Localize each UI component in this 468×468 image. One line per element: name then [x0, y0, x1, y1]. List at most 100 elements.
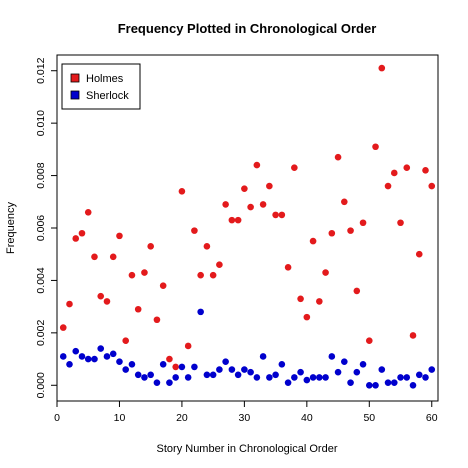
data-point-holmes — [147, 243, 154, 250]
data-point-sherlock — [72, 347, 80, 355]
data-point-sherlock — [184, 374, 192, 381]
data-point-sherlock — [272, 371, 279, 379]
data-point-sherlock — [253, 374, 261, 381]
data-point-sherlock — [397, 374, 404, 381]
data-point-sherlock — [328, 353, 336, 360]
data-point-holmes — [353, 287, 361, 295]
data-point-holmes — [266, 182, 273, 190]
data-point-sherlock — [178, 363, 186, 371]
data-point-holmes — [378, 64, 386, 72]
data-point-sherlock — [278, 361, 286, 368]
legend-swatch-holmes — [70, 73, 80, 83]
data-point-holmes — [103, 298, 111, 305]
data-point-holmes — [166, 355, 173, 363]
data-point-holmes — [422, 167, 429, 174]
data-point-holmes — [209, 271, 217, 279]
data-point-sherlock — [216, 366, 223, 373]
data-point-holmes — [253, 161, 261, 169]
data-point-holmes — [222, 201, 229, 208]
y-tick-label: 0.000 — [35, 372, 47, 398]
y-tick-label: 0.008 — [35, 162, 47, 188]
data-point-holmes — [309, 237, 317, 245]
data-point-holmes — [359, 219, 367, 227]
data-point-sherlock — [97, 345, 105, 352]
data-point-holmes — [341, 198, 348, 206]
data-point-holmes — [216, 261, 223, 268]
data-point-sherlock — [172, 374, 179, 381]
data-point-sherlock — [309, 374, 317, 381]
data-point-sherlock — [259, 353, 267, 360]
data-point-holmes — [347, 227, 354, 234]
y-tick-label: 0.004 — [35, 267, 47, 293]
data-point-sherlock — [91, 355, 98, 363]
data-point-sherlock — [59, 353, 67, 360]
data-point-holmes — [234, 216, 242, 224]
data-point-sherlock — [234, 371, 242, 379]
x-tick-label: 10 — [114, 412, 126, 424]
data-point-holmes — [241, 185, 248, 192]
data-point-sherlock — [78, 353, 86, 360]
data-point-holmes — [66, 300, 73, 308]
data-point-holmes — [322, 269, 329, 276]
x-tick-label: 40 — [301, 412, 313, 424]
data-point-sherlock — [390, 379, 398, 386]
data-point-sherlock — [266, 374, 273, 381]
data-point-sherlock — [166, 379, 173, 386]
x-axis-label: Story Number in Chronological Order — [157, 443, 338, 455]
data-point-holmes — [372, 143, 379, 151]
data-point-sherlock — [147, 371, 154, 379]
data-point-sherlock — [365, 381, 373, 389]
data-point-sherlock — [415, 371, 423, 379]
data-point-holmes — [91, 253, 98, 261]
data-point-holmes — [141, 269, 148, 276]
data-point-holmes — [191, 227, 198, 234]
data-point-sherlock — [297, 368, 304, 376]
data-point-sherlock — [247, 368, 254, 376]
data-point-sherlock — [372, 381, 379, 389]
data-point-holmes — [109, 253, 117, 261]
data-point-sherlock — [153, 379, 161, 386]
y-tick-label: 0.010 — [35, 110, 47, 136]
data-point-holmes — [390, 169, 398, 177]
data-point-holmes — [203, 243, 211, 250]
data-point-sherlock — [134, 371, 142, 379]
y-tick-label: 0.006 — [35, 215, 47, 241]
data-point-sherlock — [222, 358, 229, 365]
data-point-holmes — [291, 164, 298, 172]
data-point-holmes — [428, 182, 436, 190]
data-point-sherlock — [66, 361, 73, 368]
data-point-holmes — [247, 203, 254, 211]
y-tick-label: 0.002 — [35, 320, 47, 346]
x-axis: 0 10 20 30 40 50 60 — [54, 400, 438, 424]
data-point-sherlock — [353, 368, 361, 376]
data-point-holmes — [259, 201, 267, 208]
data-point-sherlock — [403, 374, 411, 381]
data-point-holmes — [84, 208, 92, 216]
legend: Holmes Sherlock — [61, 63, 141, 110]
data-point-holmes — [409, 332, 417, 339]
data-point-holmes — [97, 292, 105, 300]
data-point-holmes — [415, 250, 423, 258]
data-point-sherlock — [109, 350, 117, 358]
data-point-sherlock — [128, 361, 136, 368]
legend-label-sherlock: Sherlock — [86, 90, 129, 102]
data-point-holmes — [59, 324, 67, 331]
data-point-sherlock — [241, 366, 248, 373]
data-point-sherlock — [316, 374, 323, 381]
data-point-holmes — [297, 295, 304, 303]
data-point-sherlock — [209, 371, 217, 379]
data-point-holmes — [159, 282, 167, 289]
data-point-holmes — [153, 316, 161, 324]
data-point-sherlock — [303, 376, 311, 384]
data-point-holmes — [116, 232, 123, 240]
legend-swatch-sherlock — [70, 90, 80, 100]
x-tick-label: 20 — [176, 412, 188, 424]
data-point-sherlock — [322, 374, 329, 381]
data-point-holmes — [178, 188, 186, 195]
data-point-holmes — [228, 216, 236, 224]
data-point-sherlock — [159, 361, 167, 368]
data-point-sherlock — [378, 366, 386, 373]
data-point-holmes — [78, 229, 86, 237]
data-point-holmes — [272, 211, 279, 219]
